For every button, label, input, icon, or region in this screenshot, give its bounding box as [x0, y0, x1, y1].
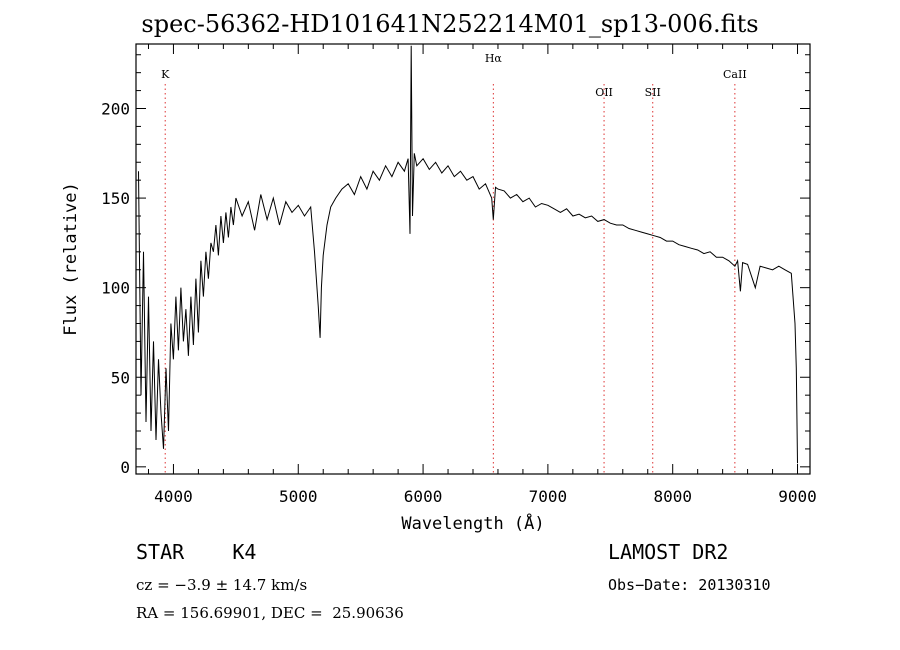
chart-title: spec-56362-HD101641N252214M01_sp13-006.f… — [141, 10, 759, 38]
spectrum-line — [138, 45, 798, 464]
y-axis-label: Flux (relative) — [61, 182, 81, 336]
x-tick-label: 7000 — [529, 487, 568, 506]
y-tick-label: 0 — [120, 458, 130, 477]
spectral-line-label: OII — [595, 86, 613, 99]
plot-frame — [135, 43, 811, 475]
y-tick-label: 200 — [101, 100, 130, 119]
x-tick-label: 4000 — [154, 487, 193, 506]
obs-date-text: Obs−Date: 20130310 — [608, 576, 771, 594]
spectral-line-label: SII — [645, 86, 661, 99]
spectral-line-label: CaII — [723, 68, 747, 81]
spectral-line-markers: K Hα OII SII CaII — [161, 52, 747, 474]
survey-text: LAMOST DR2 — [608, 540, 729, 564]
spectral-line-label: Hα — [485, 52, 503, 65]
x-tick-label: 5000 — [279, 487, 318, 506]
y-tick-label: 50 — [111, 368, 130, 387]
ra-dec-text: RA = 156.69901, DEC = 25.90636 — [136, 604, 404, 622]
x-tick-label: 8000 — [653, 487, 692, 506]
axis-ticks — [136, 44, 810, 474]
spectral-line-label: K — [161, 68, 170, 81]
cz-text: cz = −3.9 ± 14.7 km/s — [136, 576, 308, 594]
x-tick-label: 6000 — [404, 487, 443, 506]
x-axis-label: Wavelength (Å) — [401, 512, 544, 534]
axis-tick-labels: 4000 5000 6000 7000 8000 9000 0 50 100 150 200 — [101, 100, 817, 507]
y-tick-label: 100 — [101, 279, 130, 298]
classification-text: STAR K4 — [136, 540, 257, 564]
y-tick-label: 150 — [101, 189, 130, 208]
x-tick-label: 9000 — [778, 487, 817, 506]
